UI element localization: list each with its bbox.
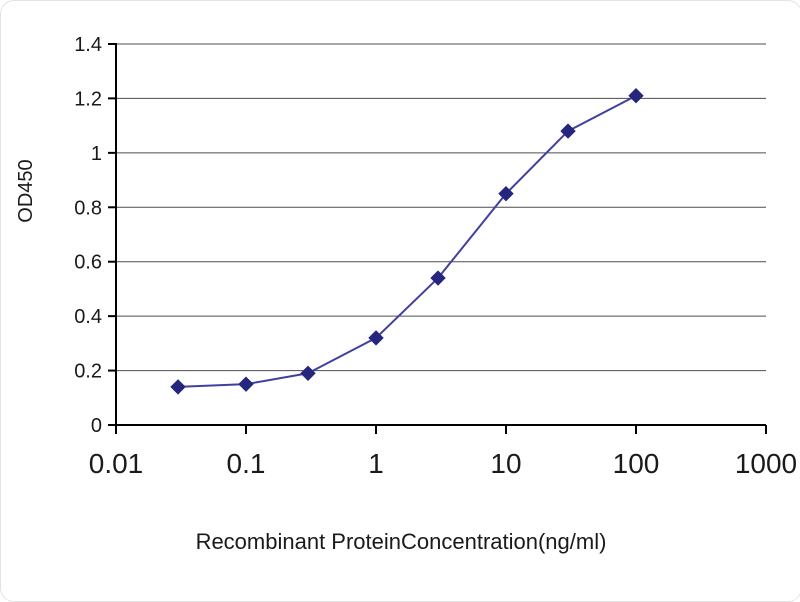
data-point-marker bbox=[498, 185, 514, 202]
data-point-marker bbox=[170, 379, 186, 395]
x-tick-label: 0.01 bbox=[89, 448, 144, 479]
series-line bbox=[177, 94, 637, 388]
x-tick-label: 10 bbox=[490, 448, 521, 479]
y-tick-label: 0 bbox=[91, 415, 102, 437]
y-tick-label: 0.4 bbox=[74, 306, 102, 328]
x-tick-label: 1000 bbox=[735, 448, 797, 479]
y-tick-label: 0.6 bbox=[74, 252, 102, 274]
data-point-marker bbox=[628, 87, 644, 104]
x-tick-label: 1 bbox=[368, 448, 384, 479]
y-tick-label: 1.4 bbox=[74, 34, 102, 56]
data-point-marker bbox=[430, 270, 446, 286]
y-axis-title: OD450 bbox=[15, 159, 37, 223]
y-tick-label: 1.2 bbox=[74, 88, 102, 110]
y-tick-label: 1 bbox=[91, 143, 102, 165]
plot-area bbox=[116, 44, 766, 425]
y-tick-label: 0.2 bbox=[74, 361, 102, 383]
data-point-marker bbox=[560, 123, 576, 139]
data-point-marker bbox=[300, 365, 316, 382]
data-point-marker bbox=[368, 330, 384, 346]
x-tick-label: 0.1 bbox=[227, 448, 266, 479]
data-point-marker bbox=[238, 376, 254, 392]
x-axis-title: Recombinant ProteinConcentration(ng/ml) bbox=[195, 529, 607, 554]
x-tick-label: 100 bbox=[613, 448, 660, 479]
y-tick-label: 0.8 bbox=[74, 197, 102, 219]
